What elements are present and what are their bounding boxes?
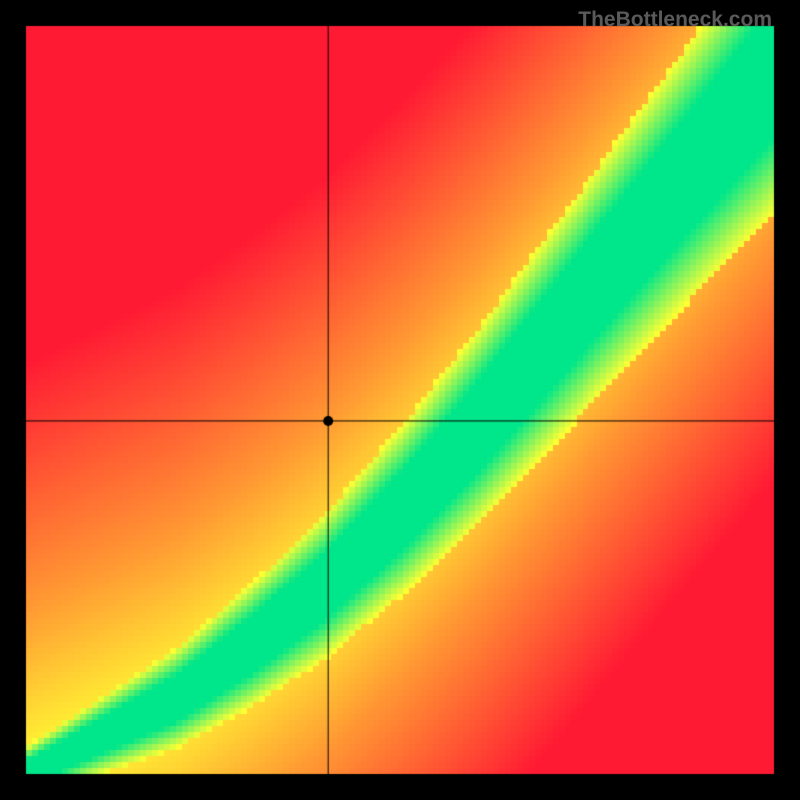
bottleneck-heatmap [0, 0, 800, 800]
chart-container: TheBottleneck.com [0, 0, 800, 800]
watermark-text: TheBottleneck.com [578, 8, 772, 32]
